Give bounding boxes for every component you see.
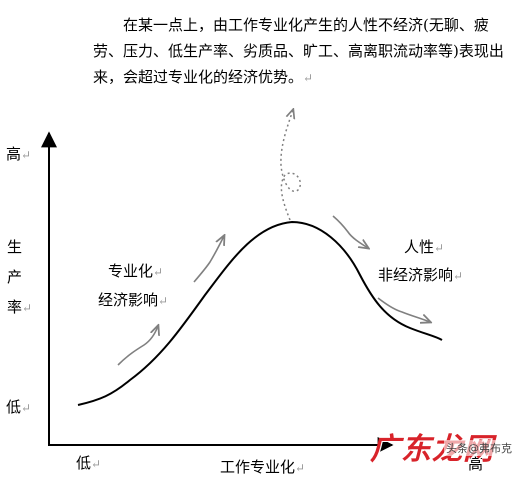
x-axis-high-label: 高 [468, 455, 484, 473]
arrow-specialization-1 [117, 326, 158, 366]
y-axis-title-char-2: 产 [7, 268, 23, 286]
intro-text: 在某一点上，由工作专业化产生的人性不经济(无聊、疲劳、压力、低生产率、劣质品、旷… [93, 16, 504, 86]
annotation-human-line1: 人性↵ [404, 238, 445, 256]
y-axis-high-label: 高↵ [6, 145, 32, 163]
annotation-human-line2: 非经济影响↵ [378, 266, 464, 284]
watermark: 广东龙网 头条@弗布克 [352, 426, 514, 467]
annotation-specialization-line1: 专业化↵ [108, 262, 164, 280]
arrow-diseconomy-1 [332, 215, 368, 248]
y-axis-low-label: 低↵ [6, 398, 32, 416]
arrow-diseconomy-2 [377, 297, 430, 322]
x-axis-title: 工作专业化↵ [220, 458, 306, 476]
annotation-specialization-line2: 经济影响↵ [98, 291, 169, 309]
watermark-credit: 头条@弗布克 [444, 440, 514, 456]
intro-paragraph: 在某一点上，由工作专业化产生的人性不经济(无聊、疲劳、压力、低生产率、劣质品、旷… [93, 12, 513, 91]
productivity-curve [77, 220, 443, 406]
arrow-specialization-2 [193, 236, 224, 283]
x-axis-low-label: 低↵ [76, 454, 102, 472]
y-axis-title-char-3: 率↵ [7, 298, 33, 316]
return-mark: ↵ [303, 71, 314, 85]
y-axis-title: 生 产 率↵ [7, 232, 32, 323]
y-axis-title-char-1: 生 [7, 238, 23, 256]
arrow-dotted-up [280, 110, 302, 221]
